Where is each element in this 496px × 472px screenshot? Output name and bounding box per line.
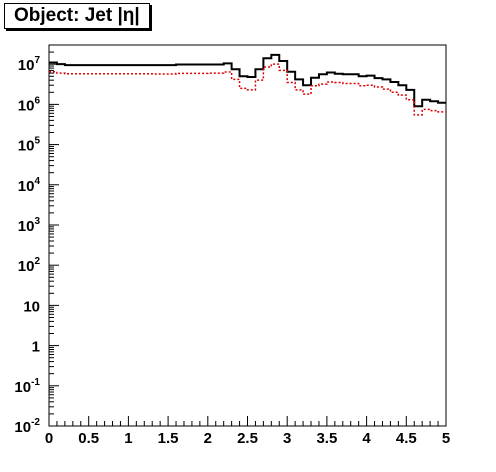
x-tick-label: 2 xyxy=(204,430,212,447)
y-tick-label: 10 xyxy=(23,298,40,315)
y-tick-label: 10-2 xyxy=(14,417,40,436)
x-tick-label: 3 xyxy=(283,430,291,447)
y-tick-label: 1 xyxy=(32,339,40,356)
y-tick-label: 105 xyxy=(18,136,41,155)
x-tick-label: 0.5 xyxy=(78,430,99,447)
histogram-black-line xyxy=(49,53,446,108)
x-tick-label: 1 xyxy=(124,430,132,447)
y-tick-label: 10-1 xyxy=(14,377,40,396)
x-tick-label: 4 xyxy=(362,430,371,447)
chart-title: Object: Jet |η| xyxy=(4,3,150,29)
x-tick-label: 3.5 xyxy=(316,430,337,447)
x-tick-label: 1.5 xyxy=(158,430,179,447)
y-tick-label: 104 xyxy=(18,176,41,195)
y-tick-label: 106 xyxy=(18,95,41,114)
y-tick-label: 103 xyxy=(18,216,41,235)
x-tick-label: 2.5 xyxy=(237,430,258,447)
plot-frame xyxy=(48,44,447,427)
x-tick-label: 5 xyxy=(442,430,450,447)
x-tick-label: 4.5 xyxy=(396,430,417,447)
histogram-red-dashed-line xyxy=(49,63,446,116)
x-tick-label: 0 xyxy=(45,430,53,447)
y-tick-label: 107 xyxy=(18,55,41,74)
y-tick-label: 102 xyxy=(18,256,41,275)
